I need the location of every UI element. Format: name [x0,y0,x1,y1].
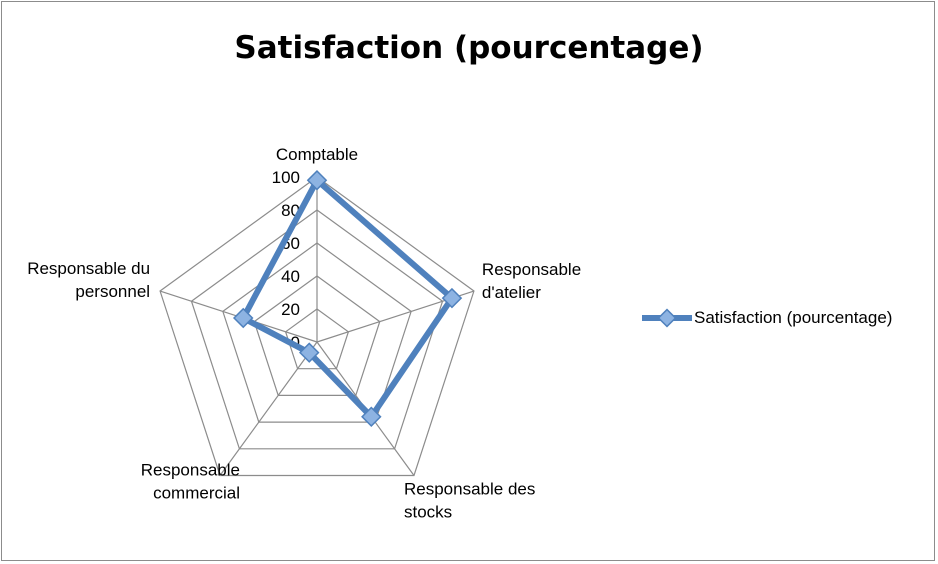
chart-title: Satisfaction (pourcentage) [234,30,704,66]
legend: Satisfaction (pourcentage) [642,308,892,328]
data-point-marker [298,342,320,363]
radar-spokes [159,177,475,476]
grid-ring [159,176,475,477]
category-label: Comptable [276,145,358,164]
grid-spoke [219,341,318,476]
category-label: Responsable commercial [141,460,240,502]
data-point-marker [441,287,463,309]
data-point-marker [361,406,382,428]
legend-series-marker [642,308,692,328]
data-point-marker [306,170,328,191]
tick-label: 40 [281,267,300,286]
tick-label: 100 [272,168,300,187]
data-point-marker [232,307,254,329]
grid-ring [253,275,381,396]
radar-grid [159,176,475,477]
grid-ring [284,308,350,370]
category-label: Responsable des stocks [404,479,535,521]
grid-ring [222,242,412,423]
series-line [240,177,455,420]
legend-series-label: Satisfaction (pourcentage) [694,308,893,327]
grid-ring [190,209,444,450]
radar-series [232,170,463,428]
category-label: Responsable du personnel [27,259,150,301]
radar-category-labels: Comptable Responsable d'atelier Responsable… [27,145,581,521]
tick-label: 20 [281,300,300,319]
category-label: Responsable d'atelier [482,260,581,302]
